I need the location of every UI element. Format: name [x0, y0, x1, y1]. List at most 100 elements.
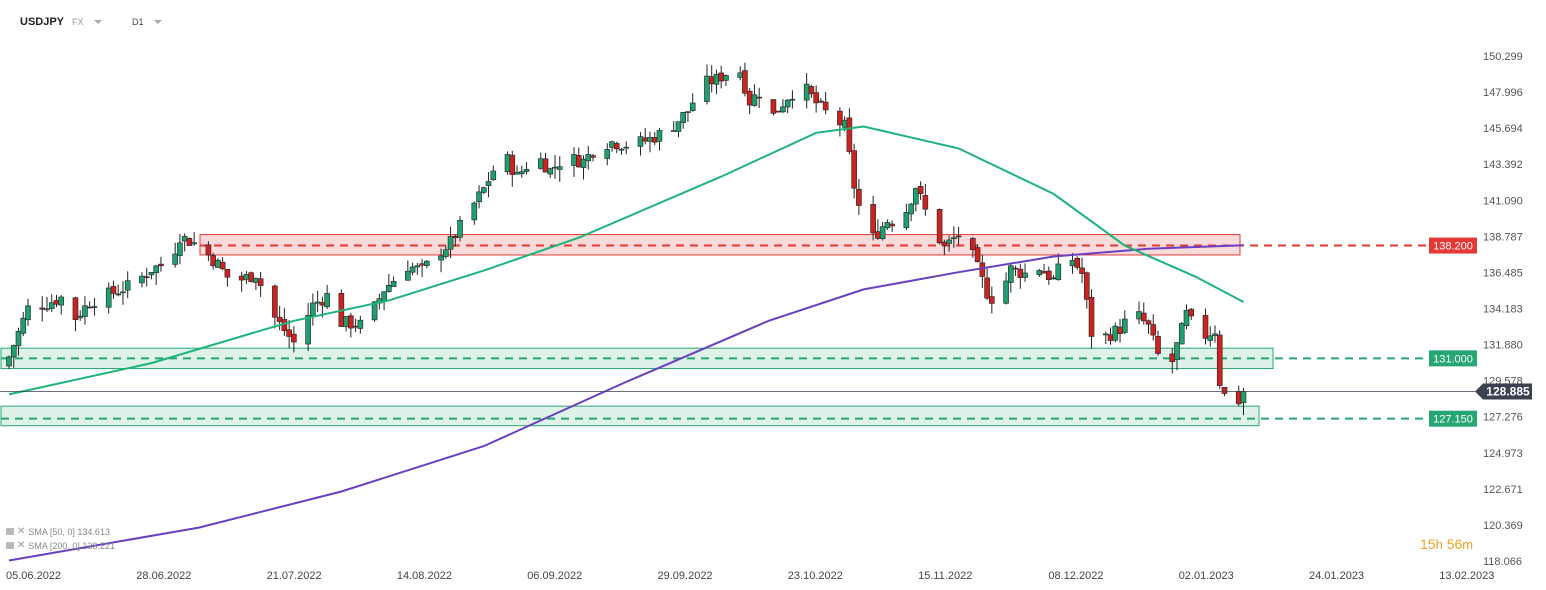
candle	[1069, 253, 1076, 274]
candle-body	[1102, 333, 1109, 336]
candle-body	[685, 111, 691, 113]
candle-body	[1017, 268, 1024, 278]
candle	[514, 165, 520, 175]
candle	[25, 298, 31, 326]
candle-body	[870, 204, 876, 234]
candle-body	[1079, 267, 1085, 274]
y-tick-label: 138.787	[1483, 231, 1523, 243]
candle	[44, 296, 50, 312]
candle-body	[613, 143, 620, 150]
candle-body	[186, 238, 193, 246]
candle-body	[177, 242, 183, 256]
x-tick-label: 24.01.2023	[1309, 570, 1364, 582]
candle	[989, 286, 995, 314]
candle-body	[1178, 323, 1185, 345]
candle-body	[808, 86, 815, 95]
candle	[1216, 330, 1223, 389]
candle-body	[219, 261, 226, 270]
candle-body	[1212, 333, 1218, 336]
close-icon[interactable]: ✕	[17, 540, 26, 551]
candle-body	[1202, 315, 1209, 339]
candle-body	[343, 316, 349, 327]
candle-body	[58, 296, 65, 306]
candle-body	[837, 110, 843, 126]
candle-body	[143, 276, 150, 278]
legend-sma200[interactable]: ✕ SMA [200, 0] 138.221	[6, 540, 115, 551]
indicator-settings-icon[interactable]	[6, 542, 14, 549]
candle-body	[390, 281, 397, 287]
candle	[447, 226, 454, 259]
market-selector[interactable]: FX	[72, 12, 102, 32]
candle	[723, 74, 729, 86]
candle-body	[1003, 280, 1009, 304]
candle-body	[974, 247, 981, 263]
candle-body	[1145, 320, 1152, 325]
candle-body	[1022, 272, 1028, 278]
candle-body	[518, 171, 525, 175]
candle	[1008, 264, 1014, 293]
candle-body	[875, 231, 881, 239]
candle-body	[1136, 311, 1142, 320]
candle-body	[72, 297, 79, 321]
candle	[177, 234, 183, 265]
candle	[979, 254, 986, 289]
candle	[438, 248, 444, 273]
x-tick-label: 14.08.2022	[397, 570, 452, 582]
candle-body	[775, 110, 781, 113]
candle-body	[917, 186, 924, 195]
y-tick-label: 131.880	[1483, 340, 1523, 352]
candle-body	[1188, 308, 1195, 317]
candle-body	[357, 319, 364, 329]
candle-body	[547, 168, 554, 175]
candle	[485, 172, 492, 198]
candle	[1003, 272, 1009, 305]
candle	[1235, 385, 1242, 407]
candle-body	[623, 146, 630, 149]
candle	[689, 93, 696, 112]
candle-body	[618, 148, 625, 151]
candle-body	[784, 99, 791, 108]
candle-body	[822, 101, 829, 111]
candle-body	[742, 70, 748, 94]
candle	[685, 111, 691, 122]
candle-body	[585, 154, 592, 162]
candle-body	[1008, 265, 1014, 283]
candle-body	[124, 280, 131, 291]
candle-body	[476, 191, 482, 203]
candle	[879, 221, 886, 241]
legend-sma50[interactable]: ✕ SMA [50, 0] 134.613	[6, 526, 110, 537]
close-icon[interactable]: ✕	[17, 526, 26, 537]
candle	[884, 219, 891, 230]
candle-body	[637, 136, 644, 147]
candle	[1174, 342, 1180, 371]
candle	[509, 150, 516, 187]
candle-body	[803, 83, 810, 101]
x-tick-label: 05.06.2022	[6, 570, 61, 582]
candle-body	[813, 92, 819, 104]
indicator-settings-icon[interactable]	[6, 528, 14, 535]
candle-body	[139, 275, 145, 284]
candle	[443, 245, 449, 259]
candle-body	[257, 278, 264, 286]
candle-body	[238, 275, 245, 281]
candle	[343, 316, 349, 332]
candle	[784, 99, 791, 114]
candle-body	[1112, 325, 1119, 341]
candle	[504, 151, 511, 175]
candle-body	[1150, 324, 1157, 336]
candle	[875, 219, 881, 240]
candle-body	[609, 141, 615, 148]
symbol-selector[interactable]: USDJPY	[20, 12, 64, 32]
candle-body	[490, 170, 497, 181]
legend-sma200-label: SMA [200, 0] 138.221	[28, 540, 115, 551]
timeframe-selector[interactable]: D1	[132, 12, 162, 32]
candle	[1050, 275, 1057, 280]
candle-body	[25, 305, 31, 321]
x-tick-label: 21.07.2022	[267, 570, 322, 582]
candle-body	[656, 130, 663, 142]
candle	[1121, 310, 1128, 335]
candle-body	[1074, 257, 1081, 268]
candle	[870, 195, 876, 241]
candle-body	[1216, 334, 1223, 386]
candle	[585, 145, 592, 170]
